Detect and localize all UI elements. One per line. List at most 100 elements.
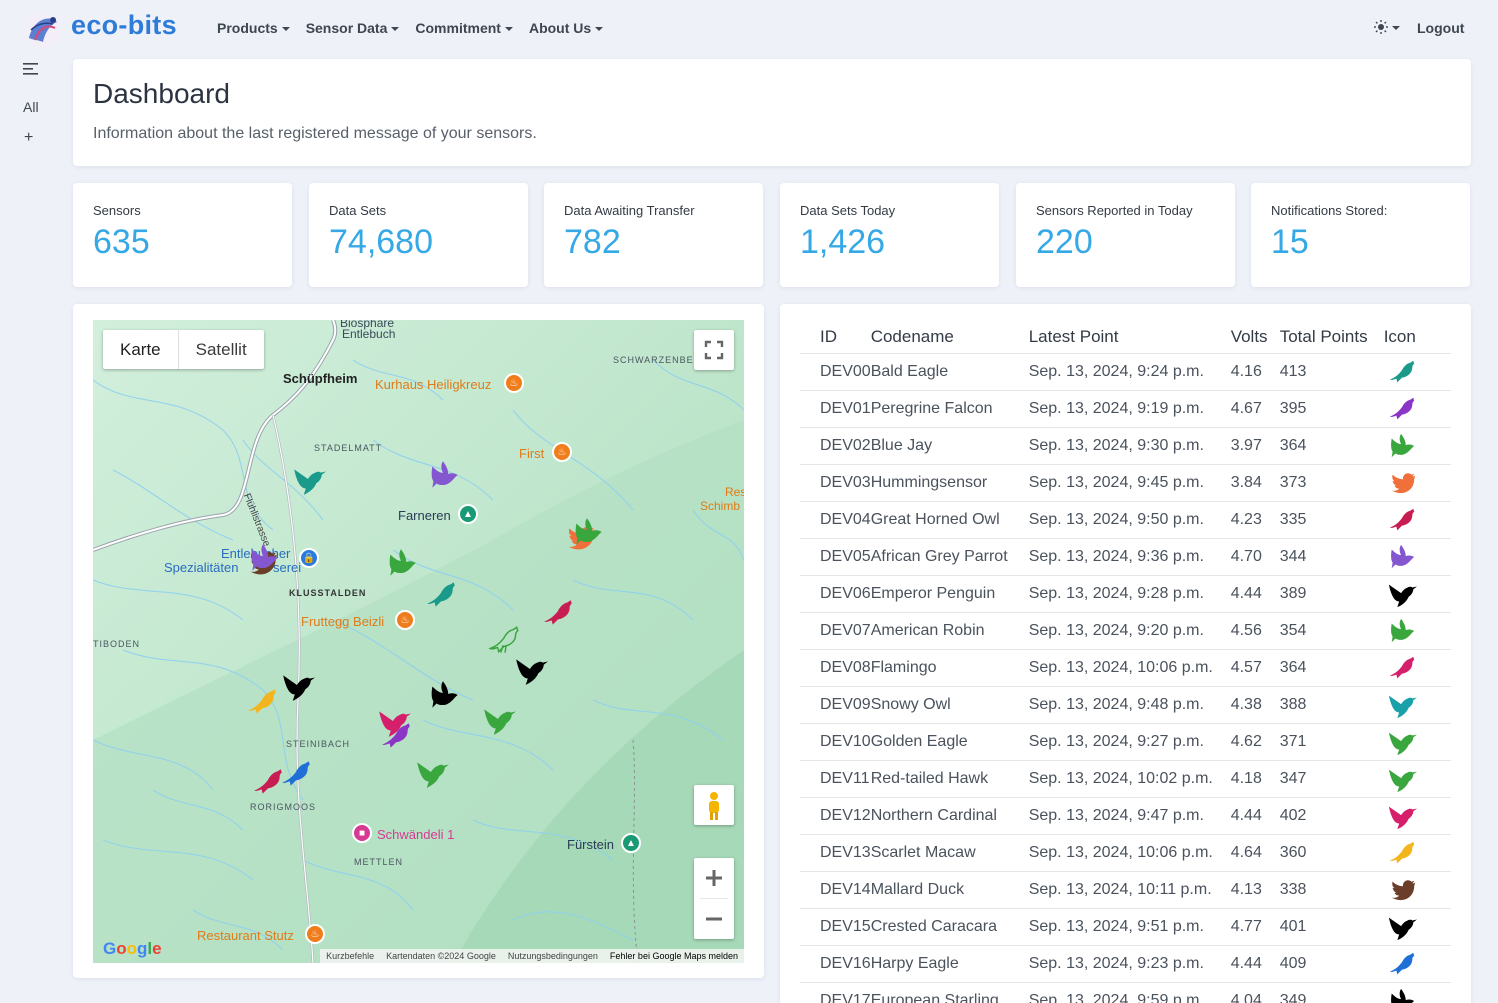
column-header-icon[interactable]: Icon [1383,322,1451,354]
shop-pin-icon[interactable]: 🔒 [299,548,319,568]
hotel-pin-icon[interactable]: ■ [352,823,372,843]
restaurant-pin-icon[interactable]: ♨ [305,924,325,944]
table-row[interactable]: DEV11 Red-tailed Hawk Sep. 13, 2024, 10:02… [800,760,1451,798]
brand-name[interactable]: eco-bits [71,10,177,40]
table-row[interactable]: DEV14 Mallard Duck Sep. 13, 2024, 10:11 p.… [800,871,1451,909]
mountain-pin-icon[interactable]: ▲ [621,833,641,853]
sensor-marker[interactable] [513,653,549,687]
cell-codename: Snowy Owl [870,686,1029,724]
table-row[interactable]: DEV16 Harpy Eagle Sep. 13, 2024, 9:23 p.m.… [800,945,1451,983]
zoom-out-button[interactable] [694,899,734,939]
sensor-marker[interactable] [246,541,282,575]
table-row[interactable]: DEV06 Emperor Penguin Sep. 13, 2024, 9:28 … [800,575,1451,613]
menu-commitment[interactable]: Commitment [415,20,513,36]
column-header-latest-point[interactable]: Latest Point [1028,322,1231,354]
cell-total-points: 344 [1279,538,1384,576]
column-header-id[interactable]: ID [800,322,871,354]
sensor-marker[interactable] [244,685,280,719]
sidebar-item-all[interactable]: All [23,99,39,115]
sensor-marker[interactable] [414,756,450,790]
sensor-marker[interactable] [481,703,517,737]
google-logo[interactable]: Google [103,939,162,959]
cell-id: DEV11 [800,760,871,798]
table-row[interactable]: DEV12 Northern Cardinal Sep. 13, 2024, 9:4… [800,797,1451,835]
sensor-marker[interactable] [376,705,412,739]
google-logo-letter: G [103,939,117,958]
column-header-codename[interactable]: Codename [870,322,1029,354]
map-label: STEINIBACH [286,739,351,749]
table-row[interactable]: DEV05 African Grey Parrot Sep. 13, 2024, 9… [800,538,1451,576]
table-header-row: ID Codename Latest Point Volts Total Poi… [800,322,1451,354]
sidebar-add-button[interactable]: + [24,129,34,146]
map-type-karte-button[interactable]: Karte [103,330,179,369]
cell-volts: 4.57 [1230,649,1280,687]
table-row[interactable]: DEV00 Bald Eagle Sep. 13, 2024, 9:24 p.m. 4… [800,353,1451,391]
stat-label: Data Sets [329,203,387,218]
report-error-link[interactable]: Fehler bei Google Maps melden [609,951,738,961]
cell-total-points: 360 [1279,834,1384,872]
hummingbird-icon [516,659,548,685]
terms-link[interactable]: Nutzungsbedingungen [507,951,598,961]
restaurant-pin-icon[interactable]: ♨ [504,373,524,393]
column-header-volts[interactable]: Volts [1230,322,1280,354]
map-label: Biosphäre [340,320,395,330]
column-header-total-points[interactable]: Total Points [1279,322,1384,354]
menu-commitment-label: Commitment [415,20,501,36]
street-view-pegman-button[interactable] [694,785,734,825]
stat-value: 1,426 [800,223,886,261]
sensor-marker[interactable] [384,546,420,580]
sensor-marker[interactable] [423,578,459,612]
chevron-down-icon [1392,25,1400,30]
sensor-marker[interactable] [540,596,576,630]
restaurant-pin-icon[interactable]: ♨ [395,610,415,630]
table-row[interactable]: DEV13 Scarlet Macaw Sep. 13, 2024, 10:06 p… [800,834,1451,872]
sensor-marker[interactable] [378,719,414,753]
sensor-marker[interactable] [250,765,286,799]
chevron-down-icon [595,26,604,31]
table-row[interactable]: DEV09 Snowy Owl Sep. 13, 2024, 9:48 p.m. 4.… [800,686,1451,724]
table-row[interactable]: DEV03 Hummingsensor Sep. 13, 2024, 9:45 p.… [800,464,1451,502]
theme-toggle[interactable] [1374,20,1400,34]
table-row[interactable]: DEV10 Golden Eagle Sep. 13, 2024, 9:27 p.m… [800,723,1451,761]
minus-icon [706,917,722,921]
divider [700,898,728,899]
sensor-marker[interactable] [291,463,327,497]
table-row[interactable]: DEV01 Peregrine Falcon Sep. 13, 2024, 9:19… [800,390,1451,428]
table-row[interactable]: DEV15 Crested Caracara Sep. 13, 2024, 9:51… [800,908,1451,946]
brand-logo-icon[interactable] [23,10,63,50]
sensor-marker[interactable] [280,669,316,703]
sensor-marker[interactable] [278,757,314,791]
cell-total-points: 354 [1279,612,1384,650]
table-row[interactable]: DEV02 Blue Jay Sep. 13, 2024, 9:30 p.m. 3.9… [800,427,1451,465]
menu-products[interactable]: Products [217,20,290,36]
dove-icon [1390,433,1414,457]
menu-about-us[interactable]: About Us [529,20,604,36]
cell-codename: Emperor Penguin [870,575,1029,613]
keyboard-shortcuts-link[interactable]: Kurzbefehle [326,951,375,961]
menu-sensor-data[interactable]: Sensor Data [306,20,400,36]
chevron-down-icon [281,26,290,31]
sensor-marker[interactable] [486,623,522,657]
sensor-marker[interactable] [426,458,462,492]
table-row[interactable]: DEV04 Great Horned Owl Sep. 13, 2024, 9:50… [800,501,1451,539]
table-row[interactable]: DEV17 European Starling Sep. 13, 2024, 9:5… [800,982,1451,1003]
table-row[interactable]: DEV08 Flamingo Sep. 13, 2024, 10:06 p.m. 4.… [800,649,1451,687]
logout-link[interactable]: Logout [1417,20,1465,36]
cell-total-points: 364 [1279,649,1384,687]
map-label: METTLEN [354,857,404,867]
restaurant-pin-icon[interactable]: ♨ [552,442,572,462]
sensor-marker[interactable] [426,678,462,712]
fullscreen-button[interactable] [694,330,734,370]
sensor-marker[interactable] [570,515,606,549]
table-row[interactable]: DEV07 American Robin Sep. 13, 2024, 9:20 p… [800,612,1451,650]
sensor-map[interactable]: Biosphäre Entlebuch Schüpfheim Kurhaus H… [93,320,744,963]
sidebar-toggle-icon[interactable] [23,62,39,76]
map-type-satellit-button[interactable]: Satellit [195,340,247,359]
cell-volts: 4.16 [1230,353,1280,391]
zoom-control [694,858,734,939]
mountain-pin-icon[interactable]: ▲ [458,504,478,524]
stat-card-sensors: Sensors 635 [73,183,292,287]
google-logo-letter: l [147,939,153,958]
cell-volts: 4.44 [1230,797,1280,835]
zoom-in-button[interactable] [694,858,734,898]
